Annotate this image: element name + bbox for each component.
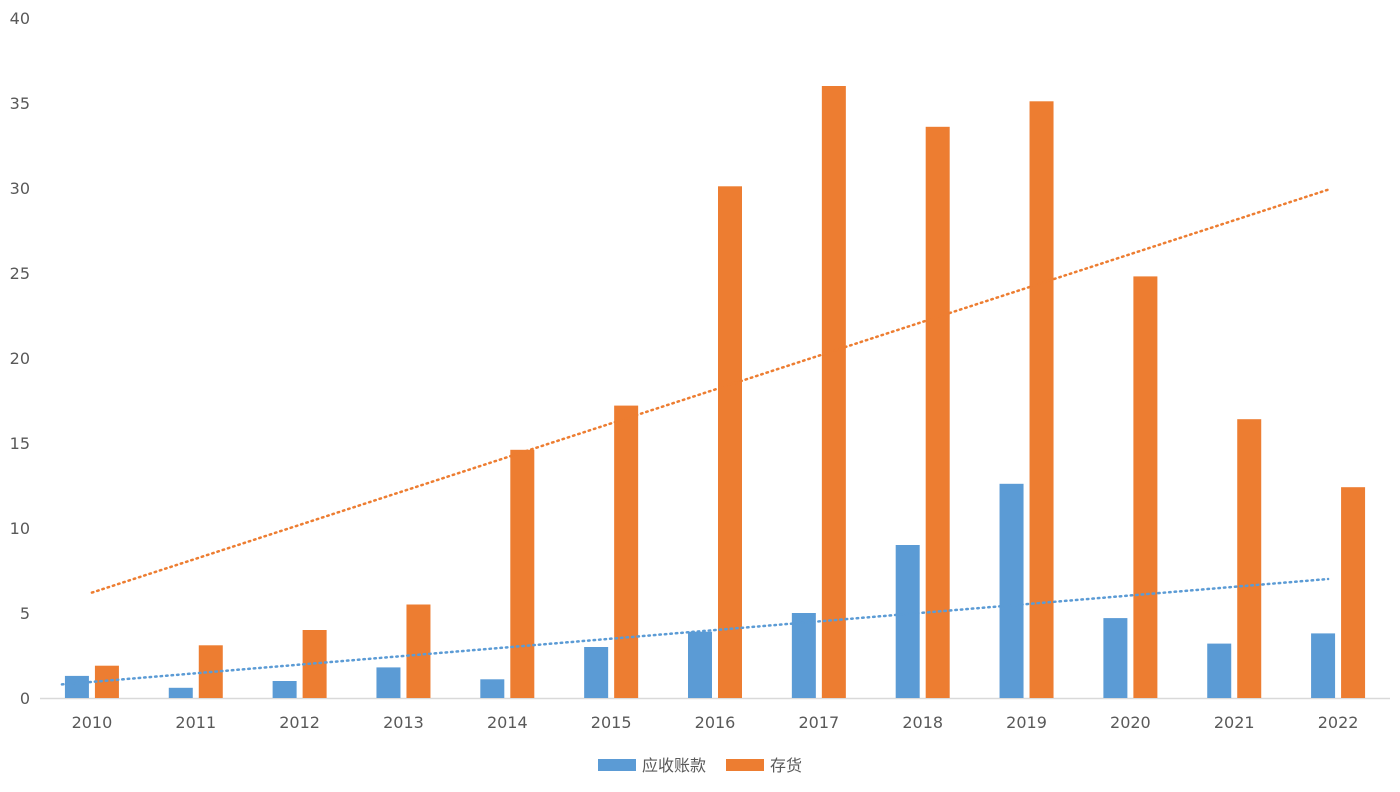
bar-receivables-2020 xyxy=(1103,618,1128,698)
x-tick-label: 2011 xyxy=(175,713,216,732)
x-tick-label: 2015 xyxy=(591,713,632,732)
x-tick-label: 2012 xyxy=(279,713,320,732)
bar-receivables-2015 xyxy=(584,647,609,698)
y-tick-label: 40 xyxy=(10,9,30,28)
x-axis: 2010 2011 2012 2013 2014 2015 2016 2017 2018 2019… xyxy=(40,697,1390,732)
y-tick-label: 15 xyxy=(10,434,30,453)
x-tick-label: 2017 xyxy=(798,713,839,732)
x-tick-label: 2013 xyxy=(383,713,424,732)
bar-receivables-2013 xyxy=(376,667,401,698)
x-tick-label: 2021 xyxy=(1214,713,1255,732)
trendline-inventory xyxy=(90,188,1330,594)
bar-inventory-2018 xyxy=(925,126,950,699)
y-axis: 0 5 10 15 20 25 30 35 40 xyxy=(10,9,30,708)
bar-inventory-2016 xyxy=(718,186,742,699)
legend-label-inventory: 存货 xyxy=(770,756,802,775)
bar-receivables-2021 xyxy=(1207,643,1232,698)
y-tick-label: 10 xyxy=(10,519,30,538)
bar-receivables-2010 xyxy=(64,675,89,698)
legend-label-receivables: 应收账款 xyxy=(642,756,706,775)
x-tick-label: 2019 xyxy=(1006,713,1047,732)
legend: 应收账款 存货 xyxy=(598,756,802,775)
bar-receivables-2012 xyxy=(272,681,297,698)
x-tick-label: 2018 xyxy=(902,713,943,732)
y-tick-label: 20 xyxy=(10,349,30,368)
bar-inventory-2017 xyxy=(821,86,846,698)
bar-receivables-2011 xyxy=(168,687,193,698)
bar-receivables-2016 xyxy=(688,631,712,698)
y-tick-label: 30 xyxy=(10,179,30,198)
bar-inventory-2021 xyxy=(1237,419,1262,698)
x-tick-label: 2022 xyxy=(1318,713,1359,732)
bar-inventory-2022 xyxy=(1341,487,1366,698)
x-tick-label: 2016 xyxy=(695,713,736,732)
y-tick-label: 35 xyxy=(10,94,30,113)
x-tick-label: 2014 xyxy=(487,713,528,732)
legend-swatch-receivables xyxy=(598,759,636,771)
y-tick-label: 5 xyxy=(20,604,30,623)
y-tick-label: 0 xyxy=(20,689,30,708)
x-tick-label: 2020 xyxy=(1110,713,1151,732)
bar-inventory-2020 xyxy=(1133,276,1158,698)
bars-layer xyxy=(64,86,1366,699)
trendlines-layer xyxy=(60,188,1330,686)
bar-receivables-2019 xyxy=(999,483,1024,698)
bar-receivables-2018 xyxy=(895,545,920,698)
y-tick-label: 25 xyxy=(10,264,30,283)
x-tick-label: 2010 xyxy=(72,713,113,732)
bar-inventory-2019 xyxy=(1029,101,1054,699)
bar-receivables-2014 xyxy=(480,679,505,698)
legend-swatch-inventory xyxy=(726,759,764,771)
bar-inventory-2015 xyxy=(614,405,639,698)
bar-receivables-2017 xyxy=(791,613,816,698)
bar-inventory-2013 xyxy=(406,604,431,698)
bar-receivables-2022 xyxy=(1311,633,1336,698)
bar-inventory-2014 xyxy=(510,449,535,698)
